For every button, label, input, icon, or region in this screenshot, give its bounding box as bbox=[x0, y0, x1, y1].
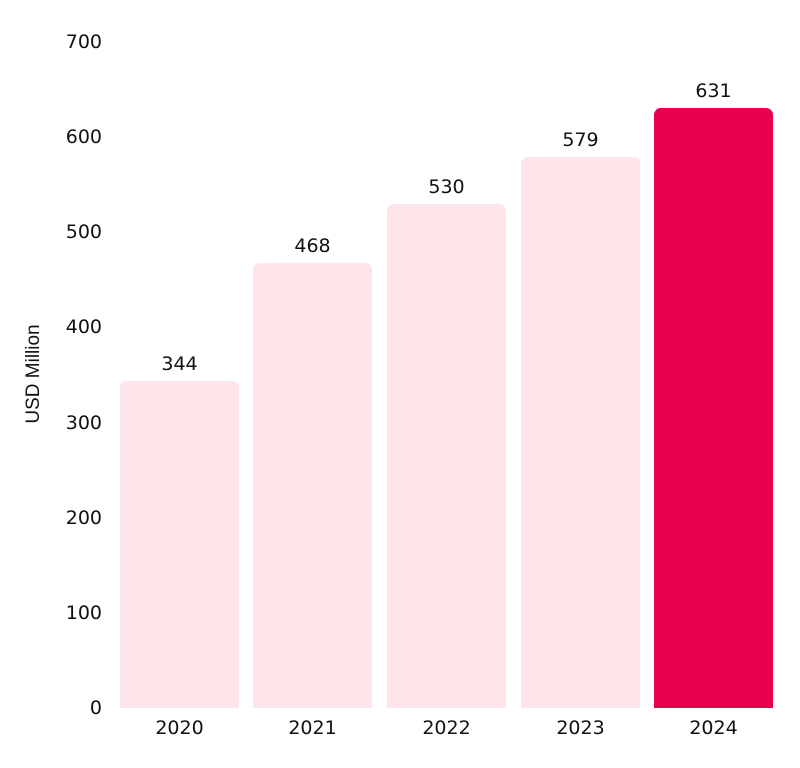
y-tick-label: 100 bbox=[65, 601, 102, 624]
y-tick-label: 500 bbox=[65, 221, 102, 244]
x-tick-label: 2023 bbox=[556, 717, 605, 739]
y-tick-label: 300 bbox=[65, 411, 102, 434]
y-tick-label: 0 bbox=[89, 697, 102, 719]
data-label: 579 bbox=[562, 129, 599, 152]
bar-2021 bbox=[253, 262, 372, 708]
bar-2023 bbox=[521, 157, 640, 708]
y-tick-label: 600 bbox=[65, 126, 102, 149]
y-axis-label: USD Million bbox=[23, 324, 44, 424]
bar-2022 bbox=[387, 203, 506, 708]
data-label: 344 bbox=[161, 352, 198, 375]
x-tick-label: 2020 bbox=[155, 717, 204, 739]
data-label: 468 bbox=[294, 234, 331, 257]
x-tick-label: 2022 bbox=[422, 717, 471, 739]
y-tick-label: 400 bbox=[65, 316, 102, 339]
bar-2024 bbox=[654, 107, 773, 708]
data-label: 530 bbox=[428, 175, 465, 198]
y-tick-label: 700 bbox=[65, 31, 102, 53]
bar-2020 bbox=[120, 380, 239, 708]
x-tick-label: 2021 bbox=[288, 717, 337, 739]
data-label: 631 bbox=[695, 79, 732, 102]
x-tick-label: 2024 bbox=[689, 717, 738, 739]
y-tick-label: 200 bbox=[65, 506, 102, 529]
